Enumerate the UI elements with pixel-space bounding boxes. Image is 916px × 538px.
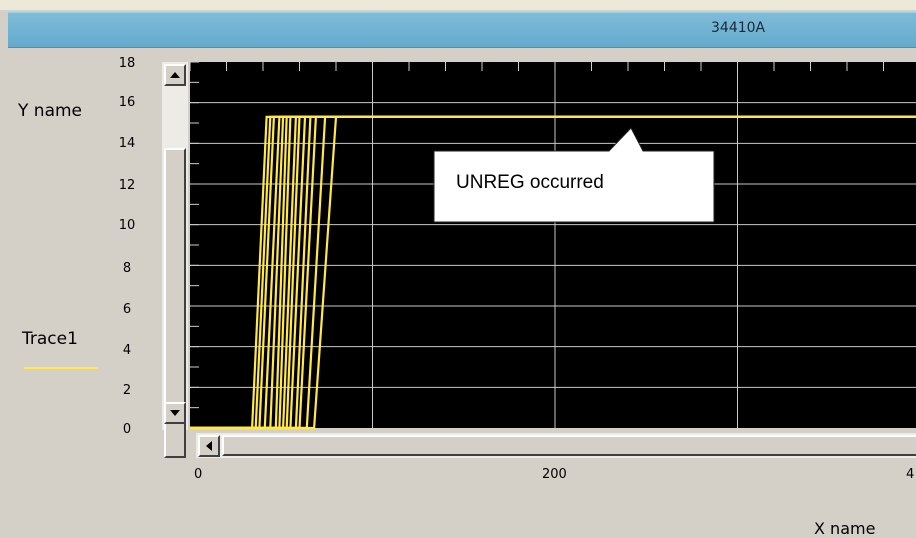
arrow-up-icon	[170, 72, 180, 78]
scroll-left-button[interactable]	[198, 435, 220, 457]
y-tick-label: 14	[118, 136, 136, 151]
y-tick-label: 6	[122, 302, 132, 317]
x-tick-label: 0	[194, 467, 203, 482]
arrow-down-icon	[170, 410, 180, 416]
title-bar: 34410A	[8, 12, 916, 48]
horizontal-scrollbar[interactable]	[196, 433, 916, 458]
y-tick-label: 0	[122, 422, 132, 437]
y-tick-label: 4	[122, 343, 132, 358]
vertical-scrollbar[interactable]	[162, 62, 188, 458]
window-top-strip	[0, 0, 916, 10]
y-tick-label: 8	[122, 261, 132, 276]
y-tick-label: 2	[122, 383, 132, 398]
y-axis-label: Y name	[18, 101, 82, 121]
arrow-left-icon	[206, 441, 212, 451]
callout-box	[433, 127, 715, 223]
window-title: 34410A	[711, 20, 766, 36]
scroll-up-button[interactable]	[164, 64, 186, 86]
y-tick-label: 16	[118, 95, 136, 110]
x-tick-label: 4	[906, 467, 915, 482]
y-tick-label: 10	[118, 218, 136, 233]
legend-trace-label: Trace1	[22, 329, 78, 349]
legend-trace-swatch	[24, 367, 98, 369]
scroll-down-button[interactable]	[164, 402, 186, 424]
vertical-scroll-thumb[interactable]	[164, 148, 186, 458]
y-tick-label: 12	[118, 178, 136, 193]
y-tick-label: 18	[118, 56, 136, 71]
x-axis-label: X name	[814, 519, 876, 538]
horizontal-scroll-thumb[interactable]	[222, 435, 916, 456]
trace1-series-line	[190, 115, 916, 430]
callout-text: UNREG occurred	[456, 172, 604, 193]
x-tick-label: 200	[542, 467, 567, 482]
